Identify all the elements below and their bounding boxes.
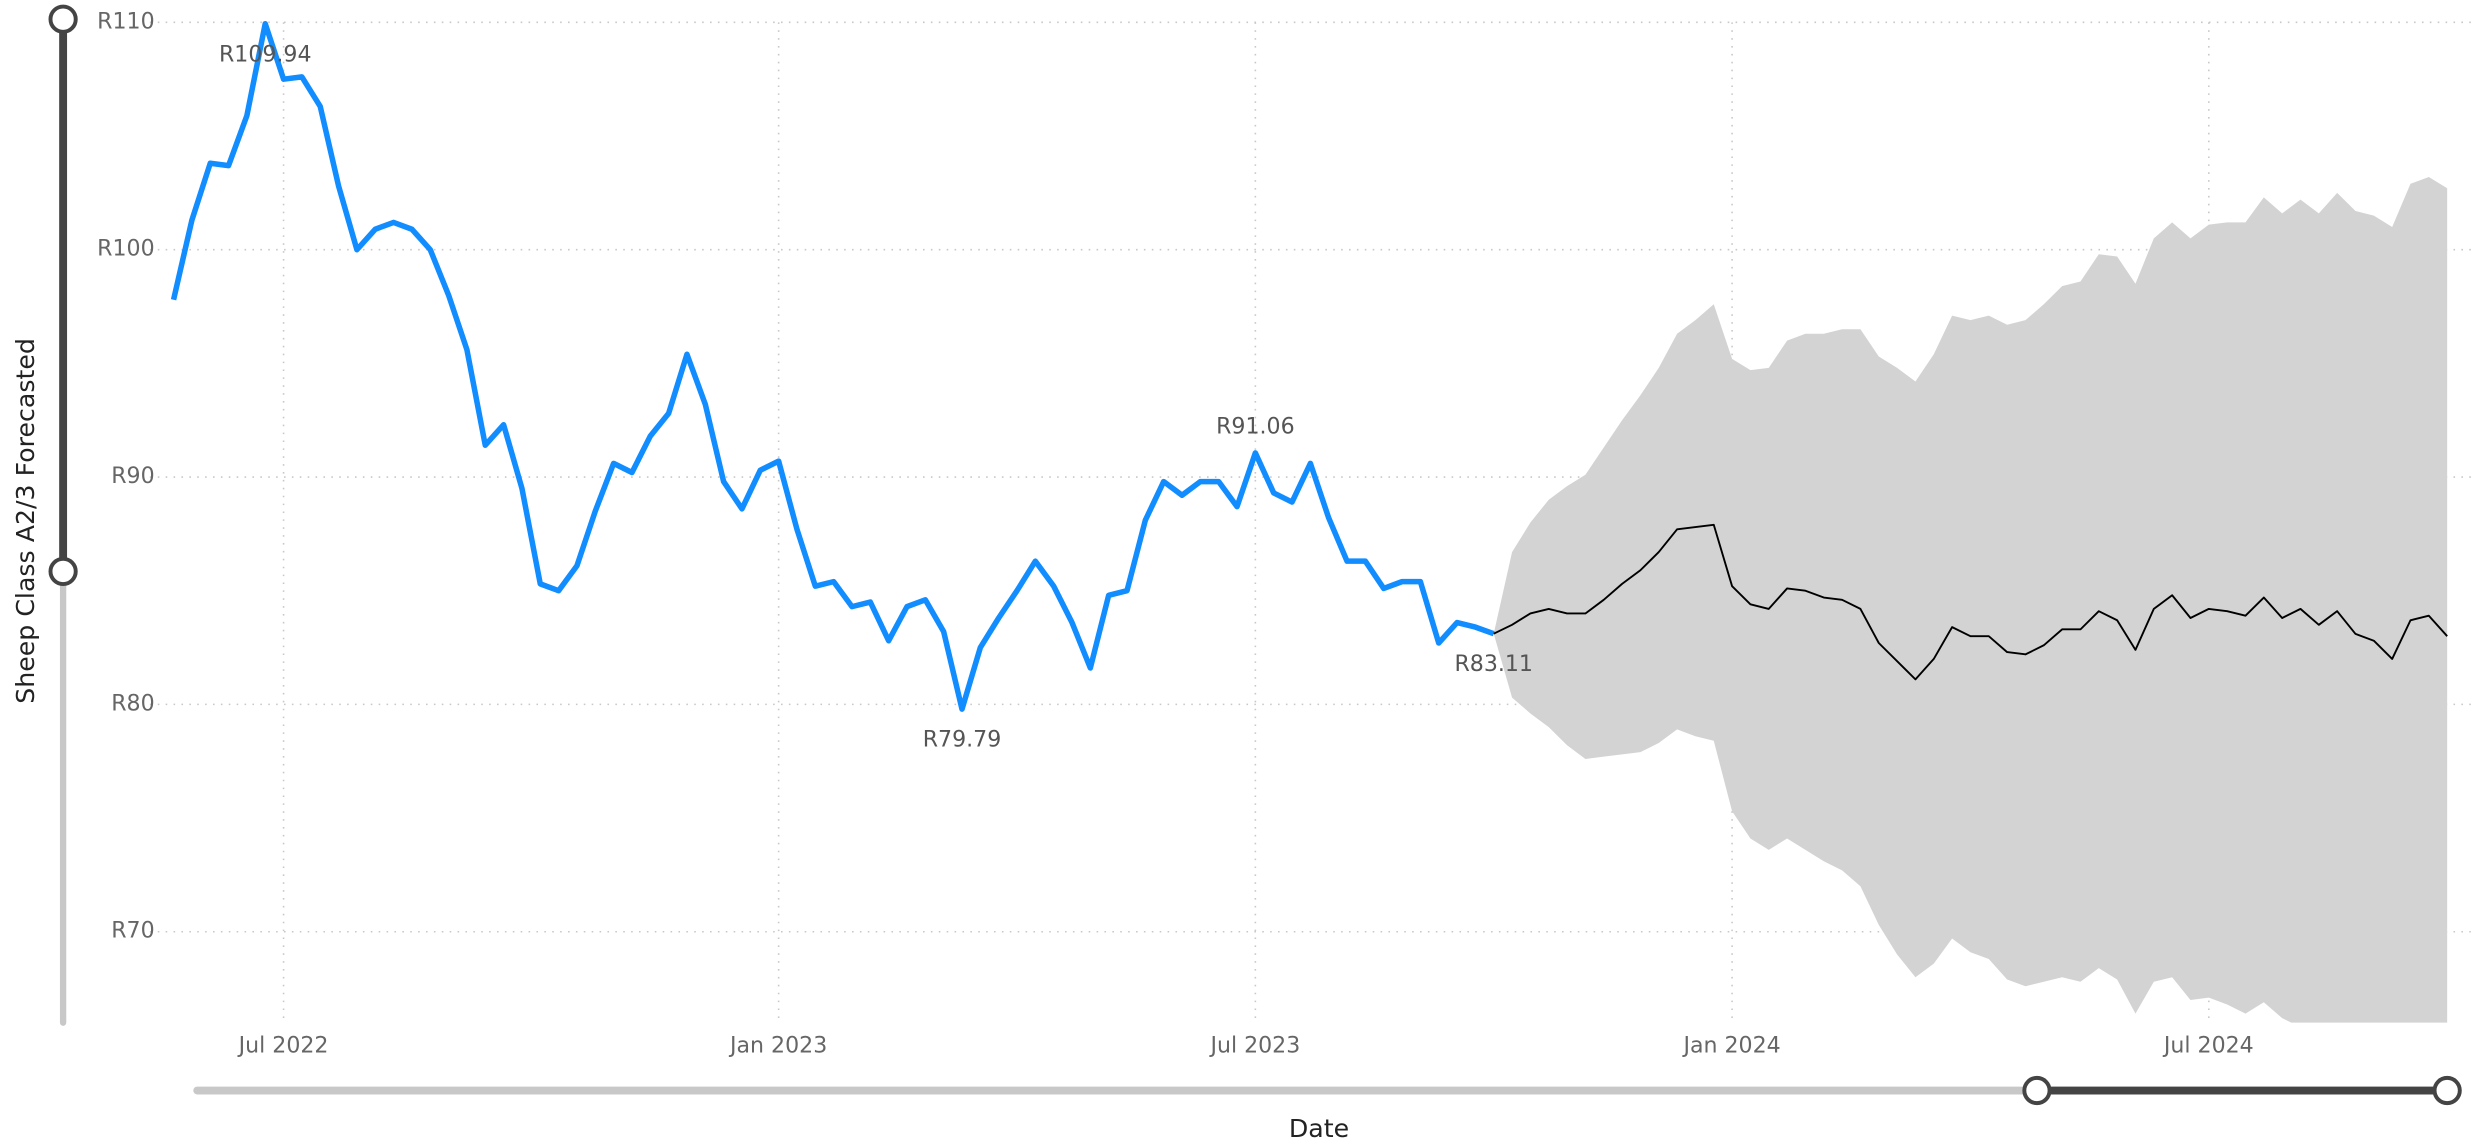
data-label: R83.11 xyxy=(1454,652,1533,677)
y-tick-label: R110 xyxy=(97,9,154,34)
x-tick-label: Jul 2024 xyxy=(2162,1033,2254,1058)
x-tick-label: Jul 2023 xyxy=(1208,1033,1300,1058)
y-slider-handle[interactable] xyxy=(48,556,78,587)
x-axis-title: Date xyxy=(1289,1114,1349,1143)
label-layer: R70 R80 R90 R100 R110 Jul 2022 Jan 2023 Jul 202… xyxy=(97,9,2254,1058)
data-label: R91.06 xyxy=(1216,415,1295,440)
x-tick-label: Jan 2023 xyxy=(728,1033,827,1058)
series-line xyxy=(170,20,1495,712)
x-slider-handle[interactable] xyxy=(2022,1075,2052,1106)
x-tick-label: Jul 2022 xyxy=(237,1033,329,1058)
y-tick-label: R80 xyxy=(111,691,154,716)
y-tick-label: R90 xyxy=(111,464,154,489)
x-slider-handle[interactable] xyxy=(2432,1075,2462,1106)
data-label: R109.94 xyxy=(219,42,312,67)
y-slider-handle[interactable] xyxy=(48,4,78,34)
data-label: R79.79 xyxy=(923,728,1002,753)
y-tick-label: R70 xyxy=(111,919,154,944)
y-tick-label: R100 xyxy=(97,237,154,262)
grid xyxy=(149,21,2474,1023)
series-line xyxy=(1493,523,2448,681)
y-axis-title: Sheep Class A2/3 Forecasted xyxy=(11,338,40,704)
line-layer xyxy=(170,20,2448,712)
forecast-band xyxy=(1493,176,2448,1023)
x-tick-label: Jan 2024 xyxy=(1681,1033,1780,1058)
band-layer xyxy=(1493,176,2448,1023)
